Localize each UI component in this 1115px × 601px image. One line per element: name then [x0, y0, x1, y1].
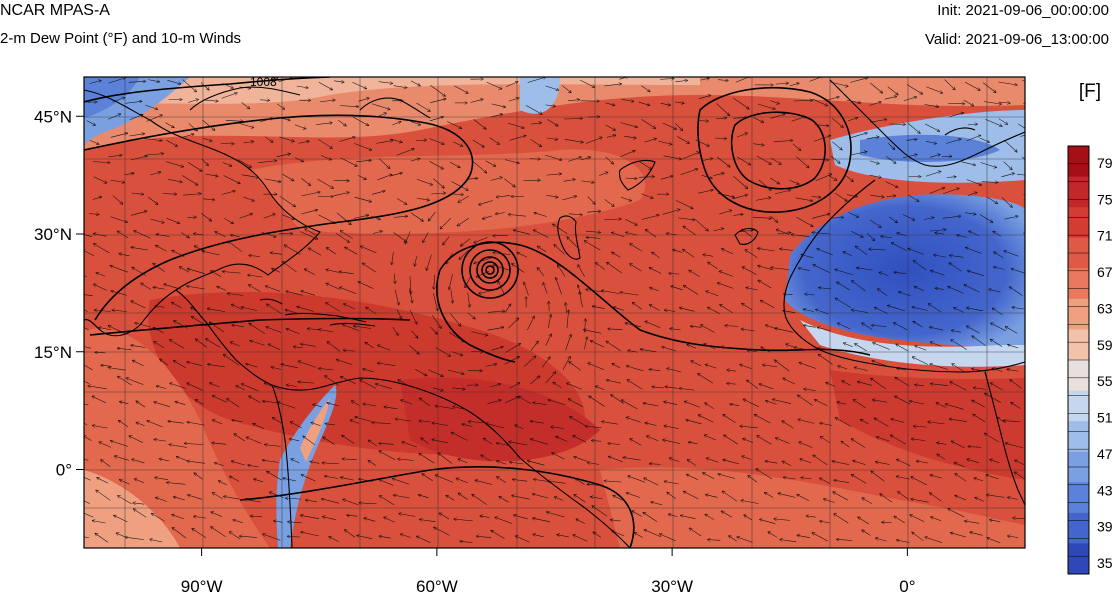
colorbar-label: 51 [1097, 410, 1113, 426]
colorbar-swatch [1068, 207, 1089, 238]
latitude-axis: 45°N 30°N 15°N 0° [34, 107, 84, 479]
lat-tick-label: 15°N [34, 343, 72, 362]
longitude-axis: 90°W 60°W 30°W 0° [181, 548, 916, 596]
wind-arrow [1024, 212, 1035, 216]
wind-arrow [1024, 194, 1038, 206]
colorbar-label: 47 [1097, 446, 1113, 462]
lon-tick-label: 30°W [651, 577, 693, 596]
colorbar-swatch [1068, 360, 1089, 391]
colorbar-label: 75 [1097, 191, 1113, 207]
colorbar-label: 79 [1097, 155, 1113, 171]
lat-tick-label: 45°N [34, 107, 72, 126]
lat-tick-label: 0° [56, 461, 72, 480]
lon-tick-label: 0° [899, 577, 915, 596]
colorbar-swatch [1068, 329, 1089, 360]
wind-arrow [1023, 101, 1039, 104]
colorbar-label: 39 [1097, 519, 1113, 535]
colorbar-label: 59 [1097, 337, 1113, 353]
colorbar-label: 71 [1097, 228, 1113, 244]
colorbar-swatch [1068, 482, 1089, 513]
colorbar-label: 55 [1097, 373, 1113, 389]
lat-tick-label: 30°N [34, 225, 72, 244]
colorbar-swatch [1068, 543, 1089, 574]
colorbar-swatch [1068, 268, 1089, 299]
dewpoint-field: 1008 [73, 75, 1040, 548]
colorbar-swatch [1068, 299, 1089, 330]
colorbar-swatch [1068, 391, 1089, 422]
lon-tick-label: 60°W [416, 577, 458, 596]
colorbar-swatch [1068, 513, 1089, 544]
colorbar-label: 43 [1097, 482, 1113, 498]
colorbar-label: 63 [1097, 300, 1113, 316]
colorbar-label: 67 [1097, 264, 1113, 280]
lon-tick-label: 90°W [181, 577, 223, 596]
colorbar-swatch [1068, 146, 1089, 177]
colorbar-swatch [1068, 177, 1089, 208]
colorbar: [F] 79 75 71 67 63 59 55 51 47 43 39 35 [1068, 81, 1113, 575]
colorbar-swatch [1068, 421, 1089, 452]
colorbar-label: 35 [1097, 555, 1113, 571]
colorbar-unit: [F] [1079, 81, 1101, 102]
